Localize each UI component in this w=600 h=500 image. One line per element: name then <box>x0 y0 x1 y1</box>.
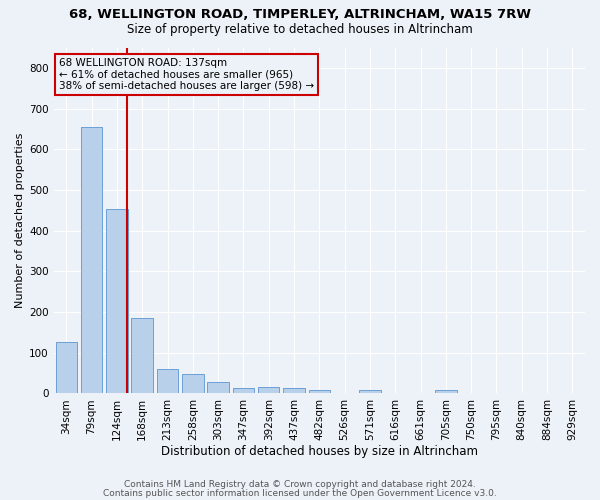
Bar <box>56 342 77 394</box>
Text: Contains public sector information licensed under the Open Government Licence v3: Contains public sector information licen… <box>103 489 497 498</box>
Bar <box>208 382 229 394</box>
Bar <box>106 210 128 394</box>
Bar <box>81 127 103 394</box>
Text: 68 WELLINGTON ROAD: 137sqm
← 61% of detached houses are smaller (965)
38% of sem: 68 WELLINGTON ROAD: 137sqm ← 61% of deta… <box>59 58 314 91</box>
Bar <box>157 369 178 394</box>
Bar <box>283 388 305 394</box>
Bar <box>308 390 330 394</box>
Bar <box>258 387 280 394</box>
X-axis label: Distribution of detached houses by size in Altrincham: Distribution of detached houses by size … <box>161 444 478 458</box>
Bar <box>182 374 203 394</box>
Bar <box>435 390 457 394</box>
Bar <box>233 388 254 394</box>
Bar <box>359 390 380 394</box>
Bar <box>131 318 153 394</box>
Text: Size of property relative to detached houses in Altrincham: Size of property relative to detached ho… <box>127 22 473 36</box>
Y-axis label: Number of detached properties: Number of detached properties <box>15 132 25 308</box>
Text: Contains HM Land Registry data © Crown copyright and database right 2024.: Contains HM Land Registry data © Crown c… <box>124 480 476 489</box>
Text: 68, WELLINGTON ROAD, TIMPERLEY, ALTRINCHAM, WA15 7RW: 68, WELLINGTON ROAD, TIMPERLEY, ALTRINCH… <box>69 8 531 20</box>
